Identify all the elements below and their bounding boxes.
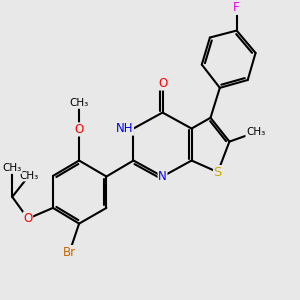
Text: N: N bbox=[158, 170, 167, 183]
Text: O: O bbox=[158, 77, 167, 90]
Text: F: F bbox=[233, 2, 240, 14]
Text: CH₃: CH₃ bbox=[70, 98, 89, 108]
Text: O: O bbox=[23, 212, 33, 225]
Text: CH₃: CH₃ bbox=[19, 171, 38, 181]
Text: O: O bbox=[74, 123, 84, 136]
Text: NH: NH bbox=[116, 122, 134, 135]
Text: CH₃: CH₃ bbox=[3, 164, 22, 173]
Text: CH₃: CH₃ bbox=[246, 127, 265, 137]
Text: Br: Br bbox=[63, 246, 76, 259]
Text: S: S bbox=[214, 166, 222, 178]
